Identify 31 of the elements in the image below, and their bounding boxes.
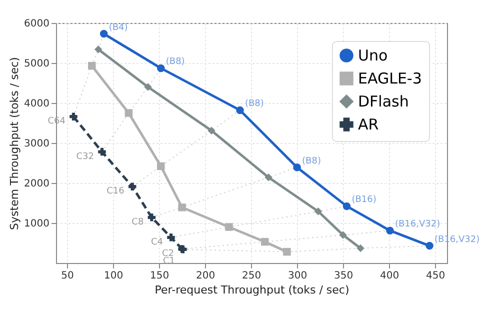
data-label: (B8)	[302, 156, 321, 166]
data-label: C8	[132, 217, 144, 228]
x-tick-label: 300	[288, 270, 308, 282]
data-label: (B8)	[166, 57, 185, 68]
data-label: C16	[106, 186, 125, 197]
y-tick-label: 5000	[24, 58, 50, 70]
x-tick-label: 100	[104, 270, 124, 282]
data-label: (B16)	[352, 195, 376, 206]
legend-label: DFlash	[358, 92, 409, 110]
y-tick-label: 2000	[24, 178, 50, 190]
legend-label: EAGLE-3	[358, 70, 422, 88]
data-label: (B8)	[245, 99, 264, 110]
y-axis-title: System Throughput (toks / sec)	[8, 57, 22, 230]
x-tick-label: 250	[242, 270, 262, 282]
y-tick-label: 4000	[24, 98, 50, 110]
x-tick-label: 50	[61, 270, 74, 282]
legend-label: Uno	[358, 46, 388, 64]
y-tick-label: 3000	[24, 138, 50, 150]
x-tick-label: 200	[196, 270, 216, 282]
legend-label: AR	[358, 116, 379, 134]
y-tick-label: 6000	[24, 18, 50, 30]
x-tick-label: 150	[150, 270, 170, 282]
data-label: (B4)	[108, 22, 128, 33]
data-label: C32	[76, 152, 94, 162]
x-tick-label: 450	[426, 270, 446, 282]
x-axis-title: Per-request Throughput (toks / sec)	[154, 284, 350, 296]
data-label: (B16,V32)	[394, 220, 440, 230]
x-tick-label: 400	[380, 270, 400, 282]
y-tick-label: 1000	[24, 218, 50, 230]
data-label: C4	[150, 237, 164, 248]
x-tick-label: 350	[334, 270, 354, 282]
